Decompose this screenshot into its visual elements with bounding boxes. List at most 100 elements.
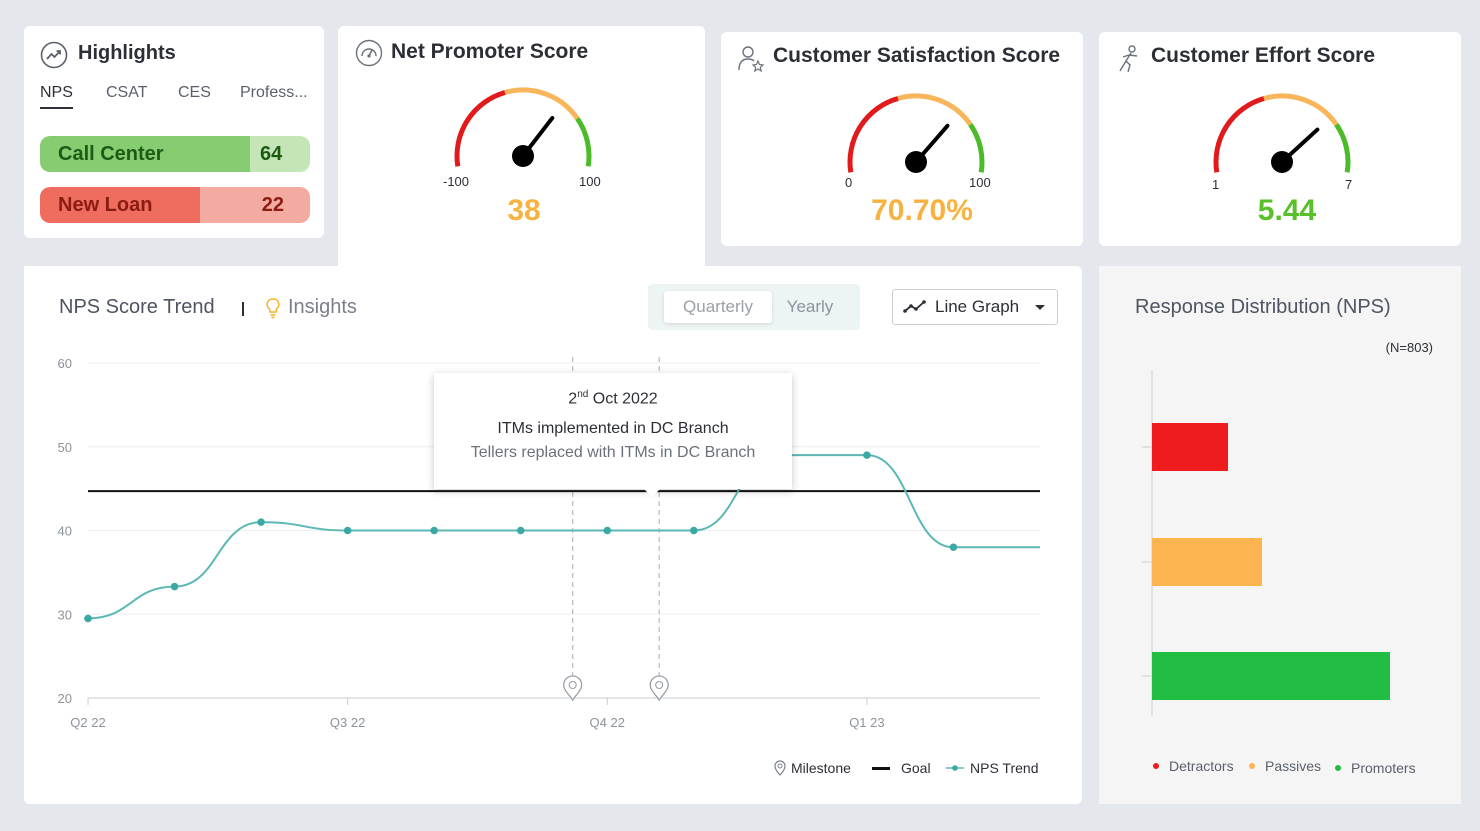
trend-swatch <box>946 765 964 771</box>
csat-gauge <box>847 93 985 173</box>
nps-trend-point[interactable] <box>949 543 958 552</box>
nps-trend-line <box>87 454 1040 620</box>
x-tick-label: Q3 22 <box>330 715 365 730</box>
ces-max-label: 7 <box>1345 177 1353 192</box>
y-tick-label: 50 <box>58 440 72 455</box>
tooltip-title: ITMs implemented in DC Branch <box>497 420 729 438</box>
x-tick-label: Q1 23 <box>849 715 884 730</box>
milestone-pin-dot <box>568 680 577 690</box>
insights-link[interactable]: Insights <box>288 296 357 318</box>
tab-csat[interactable]: CSAT <box>106 84 148 101</box>
legend-milestone[interactable]: Milestone <box>774 760 851 776</box>
distribution-title: Response Distribution (NPS) <box>1135 296 1391 318</box>
nps-trend-point[interactable] <box>516 526 525 535</box>
period-toggle: Quarterly Yearly <box>648 284 860 330</box>
goal-swatch <box>872 766 890 770</box>
x-tick-label: Q2 22 <box>70 715 105 730</box>
y-tick-label: 30 <box>58 607 72 622</box>
legend-detractors[interactable]: Detractors <box>1153 758 1234 774</box>
highlight-row-new-loan[interactable]: New Loan 22 <box>40 187 310 223</box>
nps-trend-point[interactable] <box>863 451 871 459</box>
nps-trend-point[interactable] <box>603 526 612 535</box>
highlight-row-call-center[interactable]: Call Center 64 <box>40 136 310 172</box>
nps-title: Net Promoter Score <box>391 40 589 63</box>
ces-value: 5.44 <box>1257 194 1317 227</box>
nps-trend-point[interactable] <box>170 582 179 591</box>
legend-goal[interactable]: Goal <box>872 760 931 776</box>
customer-star-icon <box>738 46 765 73</box>
gauge-arc-segment <box>897 93 973 127</box>
line-graph-icon <box>903 300 926 313</box>
nps-trend-chart: 60 50 40 30 20 Q2 22 Q3 22 Q4 22 Q1 23 <box>58 356 1040 730</box>
distribution-bar-promoters[interactable] <box>1152 652 1390 700</box>
lightbulb-icon[interactable] <box>264 296 282 320</box>
legend-nps-trend[interactable]: NPS Trend <box>946 760 1038 776</box>
graph-type-dropdown[interactable]: Line Graph <box>892 289 1058 325</box>
trend-title: NPS Score Trend <box>59 296 215 318</box>
y-tick-label: 40 <box>58 524 72 539</box>
speedometer-icon <box>355 39 383 67</box>
distribution-count: (N=803) <box>1385 340 1433 355</box>
gauge-hub <box>1271 151 1293 173</box>
gauge-hub <box>905 151 927 173</box>
legend-passives[interactable]: Passives <box>1249 758 1321 774</box>
response-distribution-card: Response Distribution (NPS) (N=803) Detr… <box>1099 266 1461 804</box>
ces-min-label: 1 <box>1212 177 1220 192</box>
detractors-dot <box>1153 763 1159 769</box>
highlight-name: Call Center <box>40 136 250 172</box>
tab-ces[interactable]: CES <box>178 84 211 101</box>
milestone-pin-dot <box>655 680 664 690</box>
tooltip-arrow <box>644 489 660 497</box>
gauge-arc-segment <box>454 90 506 167</box>
csat-title: Customer Satisfaction Score <box>773 44 1061 67</box>
gauge-arc-segment <box>1334 123 1351 173</box>
legend-promoters[interactable]: Promoters <box>1335 760 1416 776</box>
distribution-chart <box>1142 370 1390 716</box>
nps-trend-point[interactable] <box>430 526 438 535</box>
highlights-tabs: NPS CSAT CES Profess... <box>40 84 312 110</box>
highlight-value: 22 <box>200 187 310 223</box>
chevron-down-icon <box>1035 305 1045 310</box>
promoters-dot <box>1335 765 1341 771</box>
ces-title: Customer Effort Score <box>1151 44 1376 67</box>
highlights-card: Highlights NPS CSAT CES Profess... Call … <box>24 26 324 238</box>
csat-card: Customer Satisfaction Score 0 100 70.70% <box>721 32 1083 246</box>
csat-max-label: 100 <box>969 175 991 190</box>
nps-trend-card: NPS Score Trend Insights Quarterly Yearl… <box>24 266 1082 804</box>
ces-gauge <box>1213 93 1351 173</box>
tab-nps[interactable]: NPS <box>40 84 73 109</box>
csat-min-label: 0 <box>845 175 853 190</box>
distribution-bar-passives[interactable] <box>1152 538 1262 586</box>
gauge-arc-segment <box>847 96 899 173</box>
highlights-title: Highlights <box>78 42 176 64</box>
passives-dot <box>1249 763 1255 769</box>
trend-up-icon <box>40 41 68 69</box>
dropdown-label: Line Graph <box>935 297 1020 316</box>
highlight-value: 64 <box>250 136 310 172</box>
nps-trend-point[interactable] <box>257 518 265 526</box>
tab-professional[interactable]: Profess... <box>240 84 308 101</box>
nps-max-label: 100 <box>579 174 601 189</box>
nps-trend-point[interactable] <box>343 526 352 535</box>
nps-trend-point[interactable] <box>84 614 92 623</box>
y-tick-label: 20 <box>58 691 72 706</box>
distribution-bar-detractors[interactable] <box>1152 423 1228 471</box>
milestone-tooltip: 2nd Oct 2022 ITMs implemented in DC Bran… <box>434 373 792 497</box>
y-tick-label: 60 <box>58 356 72 371</box>
ces-card: Customer Effort Score 1 7 5.44 <box>1099 32 1461 246</box>
gauge-arc-segment <box>968 123 985 173</box>
highlight-name: New Loan <box>40 187 200 223</box>
gauge-arc-segment <box>1213 96 1265 173</box>
tooltip-date: 2nd Oct 2022 <box>568 389 658 408</box>
nps-card: Net Promoter Score -100 100 38 <box>338 26 705 266</box>
gauge-hub <box>512 145 534 167</box>
nps-min-label: -100 <box>443 174 470 189</box>
milestone-pin-icon <box>774 760 786 776</box>
gauge-arc-segment <box>504 87 580 121</box>
nps-value: 38 <box>507 194 541 227</box>
yearly-button[interactable]: Yearly <box>786 297 834 316</box>
nps-trend-point[interactable] <box>690 526 698 535</box>
csat-value: 70.70% <box>871 194 973 227</box>
quarterly-button[interactable]: Quarterly <box>664 291 772 323</box>
title-separator <box>242 302 244 316</box>
